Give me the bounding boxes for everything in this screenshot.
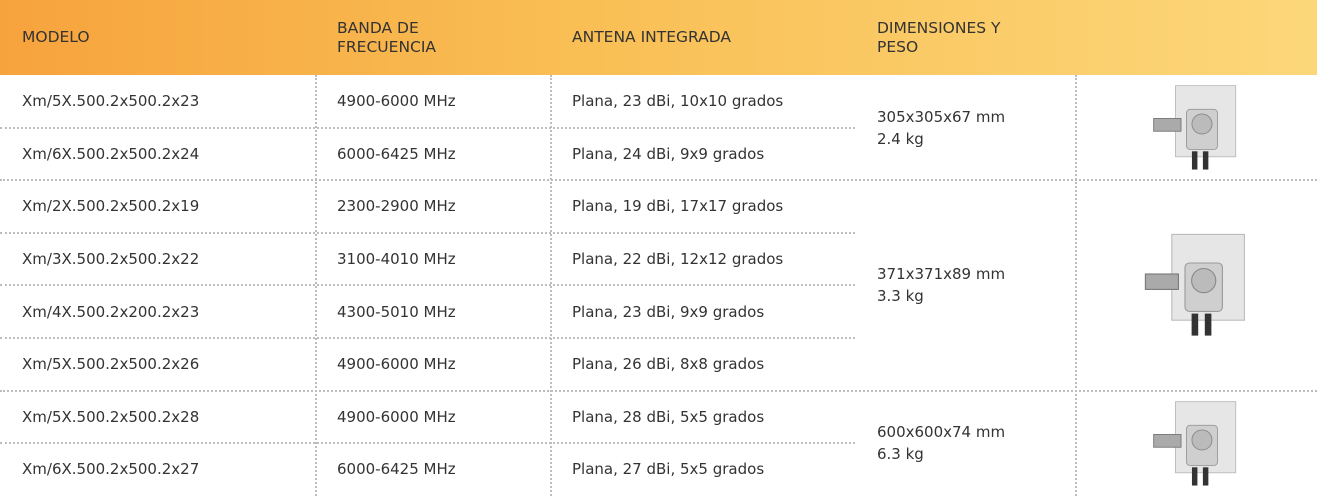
product-icon: [1150, 82, 1241, 173]
column-divider: [315, 75, 317, 496]
product-image: [1141, 230, 1251, 340]
spec-table: MODELO BANDA DE FRECUENCIA ANTENA INTEGR…: [0, 0, 1317, 496]
cell-model: Xm/5X.500.2x500.2x28: [0, 391, 315, 444]
cell-model: Xm/6X.500.2x500.2x24: [0, 128, 315, 181]
cell-band: 4900-6000 MHz: [315, 338, 550, 391]
column-divider: [1075, 75, 1077, 496]
header-model: MODELO: [0, 0, 315, 75]
table-header: MODELO BANDA DE FRECUENCIA ANTENA INTEGR…: [0, 0, 1317, 75]
cell-band: 6000-6425 MHz: [315, 128, 550, 181]
cell-model: Xm/6X.500.2x500.2x27: [0, 443, 315, 496]
header-dimensions: DIMENSIONES Y PESO: [855, 0, 1025, 75]
size: 371x371x89 mm: [877, 263, 1005, 285]
cell-model: Xm/3X.500.2x500.2x22: [0, 233, 315, 286]
cell-antenna: Plana, 23 dBi, 9x9 grados: [550, 285, 855, 338]
cell-band: 2300-2900 MHz: [315, 180, 550, 233]
cell-band: 3100-4010 MHz: [315, 233, 550, 286]
cell-band: 4900-6000 MHz: [315, 75, 550, 128]
cell-antenna: Plana, 26 dBi, 8x8 grados: [550, 338, 855, 391]
size: 600x600x74 mm: [877, 421, 1005, 443]
cell-model: Xm/5X.500.2x500.2x26: [0, 338, 315, 391]
weight: 3.3 kg: [877, 285, 1005, 307]
header-antenna: ANTENA INTEGRADA: [550, 0, 855, 75]
column-divider: [550, 75, 552, 496]
size: 305x305x67 mm: [877, 106, 1005, 128]
cell-model: Xm/5X.500.2x500.2x23: [0, 75, 315, 128]
header-band: BANDA DE FRECUENCIA: [315, 0, 485, 75]
weight: 6.3 kg: [877, 443, 1005, 465]
product-icon: [1141, 230, 1251, 340]
cell-model: Xm/4X.500.2x200.2x23: [0, 285, 315, 338]
cell-band: 4300-5010 MHz: [315, 285, 550, 338]
weight: 2.4 kg: [877, 128, 1005, 150]
cell-band: 6000-6425 MHz: [315, 443, 550, 496]
cell-band: 4900-6000 MHz: [315, 391, 550, 444]
cell-antenna: Plana, 28 dBi, 5x5 grados: [550, 391, 855, 444]
cell-antenna: Plana, 23 dBi, 10x10 grados: [550, 75, 855, 128]
cell-antenna: Plana, 22 dBi, 12x12 grados: [550, 233, 855, 286]
product-icon: [1150, 398, 1241, 489]
cell-antenna: Plana, 24 dBi, 9x9 grados: [550, 128, 855, 181]
product-image: [1150, 398, 1241, 489]
cell-model: Xm/2X.500.2x500.2x19: [0, 180, 315, 233]
cell-antenna: Plana, 19 dBi, 17x17 grados: [550, 180, 855, 233]
cell-antenna: Plana, 27 dBi, 5x5 grados: [550, 443, 855, 496]
product-image: [1150, 82, 1241, 173]
